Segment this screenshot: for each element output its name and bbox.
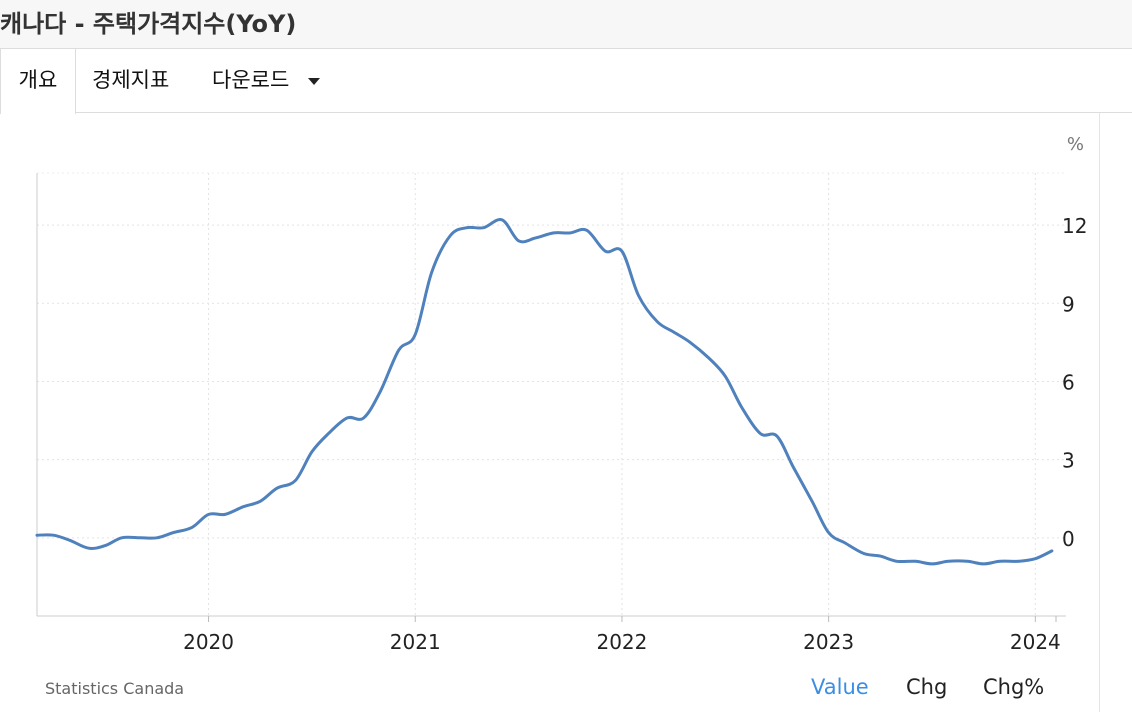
x-tick-label: 2022: [596, 630, 647, 654]
x-tick-label: 2020: [183, 630, 234, 654]
x-tick-label: 2023: [803, 630, 854, 654]
series-line: [35, 218, 1054, 566]
tab-overview[interactable]: 개요: [0, 49, 76, 114]
y-tick-label: 3: [1062, 449, 1075, 473]
tab-indicators-label: 경제지표: [92, 68, 170, 92]
x-tick-label: 2024: [1010, 630, 1061, 654]
y-tick-label: 0: [1062, 527, 1075, 551]
nav-tabs: 개요 경제지표 다운로드: [0, 49, 1132, 114]
mode-value-button[interactable]: Value: [811, 675, 869, 699]
chart-grid: [37, 173, 1066, 616]
title-bar: 캐나다 - 주택가격지수(YoY): [0, 0, 1132, 49]
chart-tick-labels: 0 3 6 9 12 2020 2021 2022 2023 2024: [183, 214, 1087, 654]
y-tick-label: 12: [1062, 214, 1087, 238]
source-label: Statistics Canada: [45, 679, 185, 698]
x-tick-label: 2021: [390, 630, 441, 654]
chart-panel: 0 3 6 9 12 2020 2021 2022 2023 2024 %: [0, 113, 1100, 712]
tab-download-label: 다운로드: [212, 68, 290, 92]
caret-down-icon: [307, 77, 320, 85]
mode-chg-button[interactable]: Chg: [906, 675, 948, 699]
line-chart: 0 3 6 9 12 2020 2021 2022 2023 2024 %: [35, 134, 1087, 654]
y-axis-unit: %: [1067, 134, 1084, 155]
mode-chg-pct-button[interactable]: Chg%: [983, 675, 1045, 699]
y-tick-label: 6: [1062, 370, 1075, 394]
page-title: 캐나다 - 주택가격지수(YoY): [0, 10, 297, 38]
tab-indicators[interactable]: 경제지표: [92, 49, 169, 113]
chart-axes: [36, 172, 1066, 622]
tab-download[interactable]: 다운로드: [212, 49, 320, 113]
y-tick-label: 9: [1062, 292, 1075, 316]
tab-overview-label: 개요: [18, 68, 58, 92]
